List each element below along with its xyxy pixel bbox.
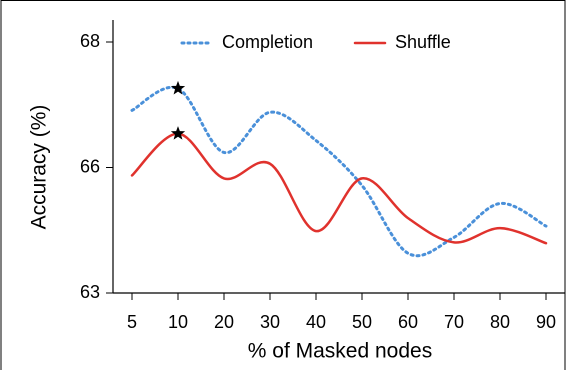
- x-tick-label: 60: [398, 312, 418, 332]
- x-tick-label: 20: [214, 312, 234, 332]
- y-tick-label: 68: [80, 31, 100, 51]
- best-star: [170, 126, 186, 140]
- legend-label: Completion: [222, 32, 313, 52]
- x-tick-label: 5: [127, 312, 137, 332]
- x-tick-label: 90: [536, 312, 556, 332]
- legend-label: Shuffle: [395, 32, 451, 52]
- y-tick-label: 66: [80, 156, 100, 176]
- x-tick-label: 70: [444, 312, 464, 332]
- x-tick-label: 50: [352, 312, 372, 332]
- x-axis-label: % of Masked nodes: [248, 340, 432, 363]
- y-tick-label: 63: [80, 282, 100, 302]
- best-star: [170, 80, 186, 95]
- x-tick-label: 30: [260, 312, 280, 332]
- series-line: [130, 85, 548, 258]
- y-axis-label: Accuracy (%): [28, 105, 51, 230]
- x-tick-label: 80: [490, 312, 510, 332]
- series-line: [130, 132, 548, 245]
- x-tick-label: 10: [168, 312, 188, 332]
- x-tick-label: 40: [306, 312, 326, 332]
